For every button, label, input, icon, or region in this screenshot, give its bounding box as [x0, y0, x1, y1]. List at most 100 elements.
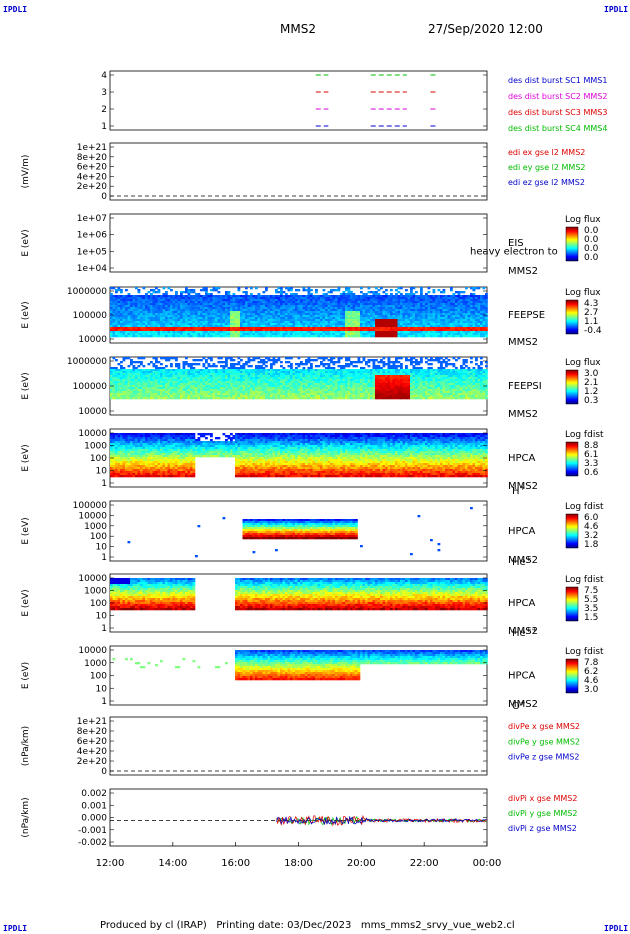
heatmap-cell — [180, 393, 183, 396]
heatmap-cell — [340, 293, 343, 296]
heatmap-cell — [330, 289, 333, 292]
heatmap-cell — [142, 335, 146, 338]
heatmap-cell — [367, 323, 371, 326]
heatmap-cell — [470, 297, 473, 300]
heatmap-cell — [255, 307, 258, 310]
heatmap-cell — [230, 359, 233, 362]
heatmap-cell — [352, 323, 356, 326]
heatmap-cell — [147, 395, 151, 398]
heatmap-cell — [340, 323, 343, 326]
heatmap-cell — [170, 323, 173, 326]
heatmap-cell — [255, 385, 258, 388]
heatmap-cell — [275, 295, 278, 298]
heatmap-cell — [122, 329, 126, 332]
heatmap-cell — [170, 295, 173, 298]
heatmap-cell — [130, 327, 133, 330]
heatmap-cell — [402, 333, 406, 336]
heatmap-cell — [282, 309, 286, 312]
heatmap-cell — [360, 335, 363, 338]
heatmap-cell — [245, 309, 248, 312]
heatmap-cell — [317, 393, 321, 396]
heatmap-cell — [332, 319, 336, 322]
heatmap-cell — [112, 317, 116, 320]
heatmap-cell — [447, 315, 451, 318]
heatmap-cell — [110, 321, 113, 324]
heatmap-cell — [267, 309, 271, 312]
heatmap-cell — [262, 317, 266, 320]
heatmap-cell — [397, 295, 401, 298]
heatmap-cell — [205, 373, 208, 376]
heatmap-cell — [247, 357, 251, 360]
heatmap-cell — [175, 387, 178, 390]
heatmap-cell — [250, 383, 253, 386]
heatmap-cell — [410, 307, 413, 310]
heatmap-cell — [317, 385, 321, 388]
heatmap-cell — [297, 307, 301, 310]
heatmap-cell — [475, 287, 478, 290]
heatmap-cell — [272, 359, 276, 362]
heatmap-cell — [160, 393, 163, 396]
heatmap-cell — [340, 299, 343, 302]
heatmap-cell — [307, 375, 311, 378]
heatmap-cell — [230, 307, 233, 310]
heatmap-cell — [480, 333, 483, 336]
heatmap-cell — [127, 303, 131, 306]
heatmap-cell — [485, 327, 488, 330]
heatmap-cell — [182, 299, 186, 302]
heatmap-cell — [187, 295, 191, 298]
heatmap-cell — [432, 299, 436, 302]
heatmap-cell — [270, 369, 273, 372]
heatmap-cell — [437, 305, 441, 308]
heatmap-cell — [462, 297, 466, 300]
heatmap-cell — [167, 379, 171, 382]
heatmap-cell — [482, 309, 486, 312]
heatmap-cell — [302, 329, 306, 332]
heatmap-cell — [207, 335, 211, 338]
heatmap-cell — [405, 331, 408, 334]
heatmap-cell — [120, 383, 123, 386]
heatmap-cell — [345, 293, 348, 296]
heatmap-cell — [310, 305, 313, 308]
heatmap-cell — [257, 319, 261, 322]
heatmap-cell — [135, 315, 138, 318]
heatmap-cell — [237, 379, 241, 382]
heatmap-cell — [447, 325, 451, 328]
heatmap-cell — [300, 317, 303, 320]
heatmap-cell — [202, 335, 206, 338]
heatmap-cell — [125, 319, 128, 322]
heatmap-cell — [272, 311, 276, 314]
heatmap-cell — [447, 321, 451, 324]
heatmap-cell — [322, 389, 326, 392]
heatmap-cell — [345, 315, 348, 318]
heatmap-cell — [247, 331, 251, 334]
heatmap-cell — [420, 333, 423, 336]
heatmap-cell — [435, 321, 438, 324]
heatmap-cell — [480, 309, 483, 312]
heatmap-cell — [115, 327, 118, 330]
heatmap-cell — [235, 397, 238, 400]
heatmap-cell — [267, 375, 271, 378]
heatmap-cell — [147, 371, 151, 374]
heatmap-cell — [227, 383, 231, 386]
heatmap-cell — [217, 357, 221, 360]
heatmap-cell — [285, 393, 288, 396]
heatmap-cell — [195, 397, 198, 400]
heatmap-cell — [375, 307, 378, 310]
heatmap-cell — [330, 333, 333, 336]
heatmap-cell — [465, 325, 468, 328]
heatmap-cell — [432, 317, 436, 320]
heatmap-cell — [315, 393, 318, 396]
heatmap-cell — [450, 333, 453, 336]
heatmap-cell — [440, 329, 443, 332]
heatmap-cell — [210, 303, 213, 306]
heatmap-cell — [237, 287, 241, 290]
heatmap-cell — [122, 359, 126, 362]
heatmap-cell — [462, 303, 466, 306]
heatmap-cell — [205, 375, 208, 378]
heatmap-cell — [302, 315, 306, 318]
heatmap-cell — [110, 387, 113, 390]
heatmap-cell — [162, 387, 166, 390]
heatmap-cell — [410, 303, 413, 306]
heatmap-cell — [417, 335, 421, 338]
heatmap-cell — [267, 393, 271, 396]
